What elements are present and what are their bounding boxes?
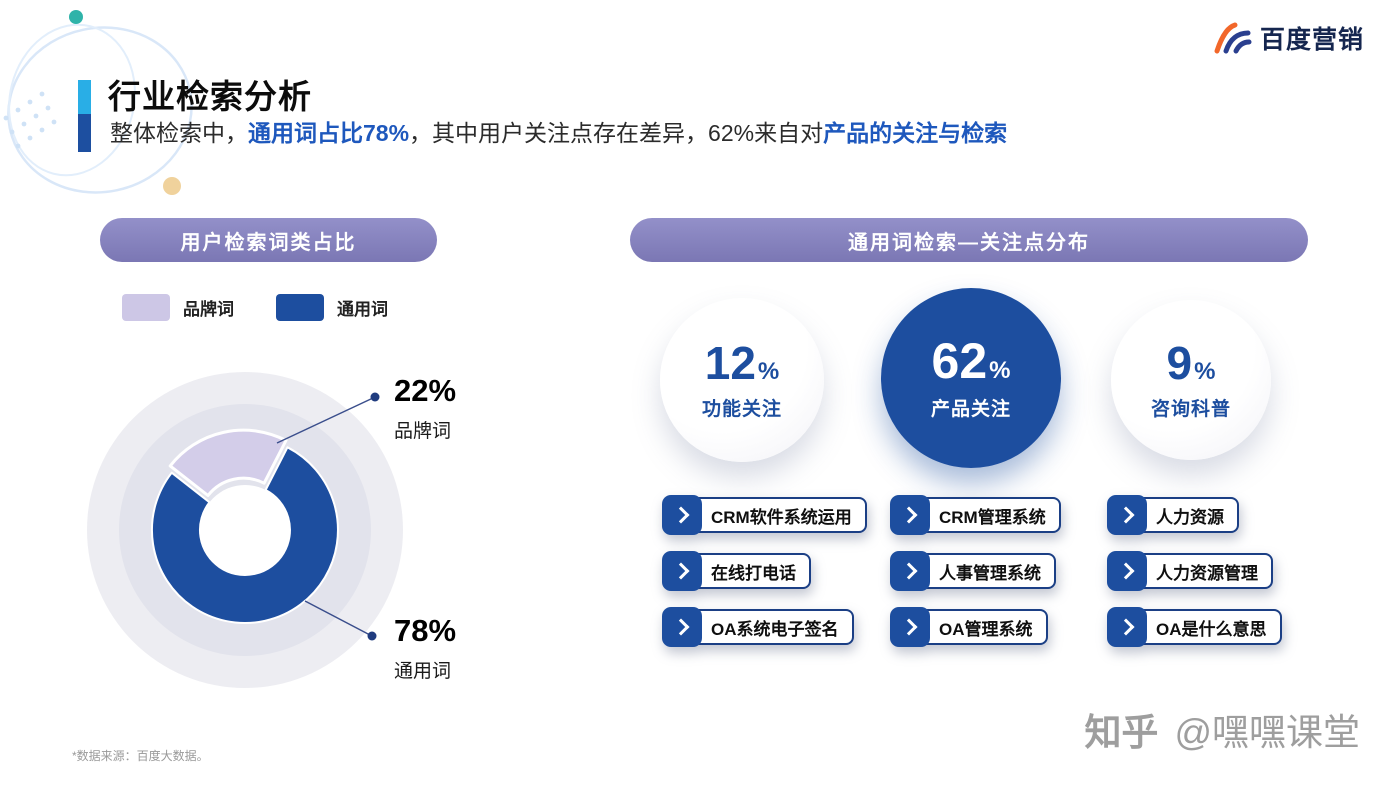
chevron-right-icon [890,607,930,647]
chevron-right-icon [1107,495,1147,535]
bubble-product-label: 产品关注 [930,398,1011,420]
legend-swatch-brand-words [122,294,170,321]
chevron-right-icon [662,551,702,591]
bubble-product-value: 62% [932,336,1011,386]
query-tag[interactable]: 人力资源 [1107,495,1282,535]
bubble-function-label: 功能关注 [701,398,782,420]
baidu-marketing-logo: 百度营销 [1212,20,1364,56]
bubble-consult-number: 9 [1166,336,1193,389]
bubble-function-value: 12% [705,340,780,386]
query-tag[interactable]: OA系统电子签名 [662,607,867,647]
subtitle-segment-3: ，其中用户关注点存在差异，62%来自对 [409,120,824,146]
callout-line-22 [276,397,374,444]
right-panel-title: 通用词检索—关注点分布 [630,218,1308,262]
bubble-function-number: 12 [704,336,756,389]
subtitle-segment-1: 整体检索中， [110,120,248,146]
donut-slice-generic-words [150,446,339,624]
callout-line-78 [304,600,371,636]
bubble-product-number: 62 [931,332,988,389]
chevron-right-icon [890,495,930,535]
page-title: 行业检索分析 [108,78,312,115]
query-tag[interactable]: 人事管理系统 [890,551,1061,591]
query-tag-label: 人力资源 [1135,497,1239,533]
subtitle-segment-4-emphasis: 产品的关注与检索 [823,120,1008,146]
query-tag[interactable]: CRM软件系统运用 [662,495,867,535]
query-tag-label: 人力资源管理 [1135,553,1273,589]
callout-dot-78 [367,631,377,641]
chevron-right-icon [890,551,930,591]
tag-column-product: CRM管理系统 人事管理系统 OA管理系统 [890,495,1061,647]
callout-brand-words: 22% 品牌词 [394,373,457,443]
bubble-consult-label: 咨询科普 [1150,398,1231,420]
query-tag-label: CRM软件系统运用 [690,497,867,533]
legend-swatch-generic-words [276,294,324,321]
donut-slice-brand-words [168,428,288,497]
query-tag[interactable]: CRM管理系统 [890,495,1061,535]
query-tag-label: 人事管理系统 [918,553,1056,589]
bubble-product-unit: % [989,356,1011,384]
query-tag-label: CRM管理系统 [918,497,1061,533]
chevron-right-icon [662,495,702,535]
bubble-function-unit: % [757,357,780,385]
donut-legend: 品牌词 通用词 [122,294,388,321]
query-tag-label: OA是什么意思 [1135,609,1282,645]
bubble-consult-focus: 9% 咨询科普 [1111,300,1271,460]
watermark-zhihu-logo: 知乎 [1084,712,1159,753]
query-tag[interactable]: OA是什么意思 [1107,607,1282,647]
query-tag-label: OA系统电子签名 [690,609,854,645]
subtitle-segment-2-emphasis: 通用词占比78% [248,120,410,146]
accent-bar-bottom [78,114,91,152]
left-panel-title: 用户检索词类占比 [100,218,437,262]
tag-column-consult: 人力资源 人力资源管理 OA是什么意思 [1107,495,1282,647]
bubble-function-focus: 12% 功能关注 [660,298,824,462]
bubble-consult-value: 9% [1167,340,1216,386]
query-tag[interactable]: 在线打电话 [662,551,867,591]
title-accent-bar [78,80,91,152]
chevron-right-icon [1107,551,1147,591]
callout-generic-words: 78% 通用词 [394,613,457,683]
callout-brand-percent: 22% [394,373,457,408]
query-tag-label: 在线打电话 [690,553,811,589]
logo-text: 百度营销 [1259,26,1364,54]
legend-label-brand-words: 品牌词 [183,300,234,319]
accent-bar-top [78,80,91,114]
bubble-consult-unit: % [1194,357,1216,385]
donut-chart [87,372,403,688]
data-source-note: *数据来源：百度大数据。 [72,749,209,763]
donut-hole [200,485,290,575]
baidu-marketing-logo-icon [1214,22,1252,54]
callout-generic-label: 通用词 [394,661,452,683]
chevron-right-icon [1107,607,1147,647]
page-subtitle: 整体检索中，通用词占比78%，其中用户关注点存在差异，62%来自对产品的关注与检… [110,114,1007,148]
query-tag[interactable]: 人力资源管理 [1107,551,1282,591]
query-tag[interactable]: OA管理系统 [890,607,1061,647]
tag-column-function: CRM软件系统运用 在线打电话 OA系统电子签名 [662,495,867,647]
legend-label-generic-words: 通用词 [337,300,388,319]
bubble-product-focus: 62% 产品关注 [881,288,1061,468]
watermark-account-handle: @嘿嘿课堂 [1174,712,1360,753]
callout-generic-percent: 78% [394,613,457,648]
callout-dot-22 [370,392,380,402]
watermark: 知乎 @嘿嘿课堂 [1084,702,1360,756]
chevron-right-icon [662,607,702,647]
query-tag-label: OA管理系统 [918,609,1048,645]
callout-brand-label: 品牌词 [394,421,452,443]
